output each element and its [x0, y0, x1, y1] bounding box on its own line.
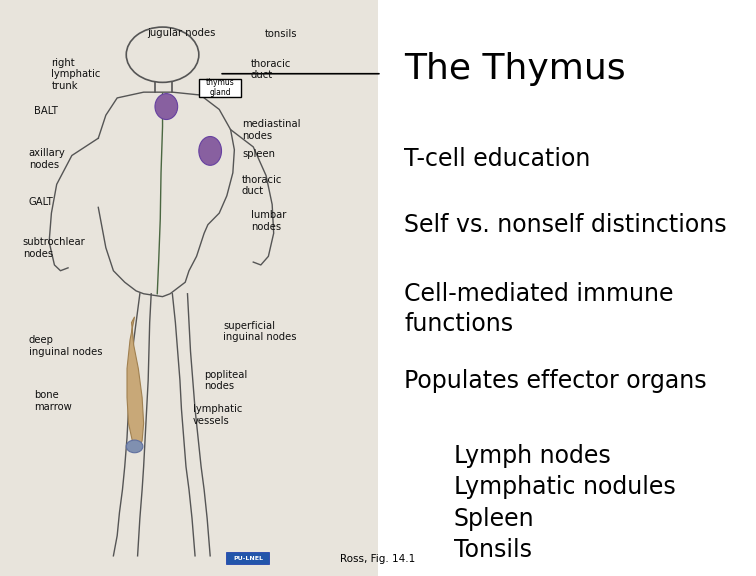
Text: bone
marrow: bone marrow — [34, 390, 72, 411]
Text: PU-LNEL: PU-LNEL — [233, 556, 263, 560]
Polygon shape — [127, 317, 144, 452]
Text: Ross, Fig. 14.1: Ross, Fig. 14.1 — [340, 554, 416, 564]
Text: deep
inguinal nodes: deep inguinal nodes — [29, 335, 102, 357]
Text: lymphatic
vessels: lymphatic vessels — [193, 404, 242, 426]
Text: thoracic
duct: thoracic duct — [242, 175, 282, 196]
Text: Lymph nodes
Lymphatic nodules
Spleen
Tonsils: Lymph nodes Lymphatic nodules Spleen Ton… — [454, 444, 675, 562]
Text: mediastinal
nodes: mediastinal nodes — [242, 119, 300, 141]
Ellipse shape — [199, 137, 222, 165]
Text: axillary
nodes: axillary nodes — [29, 148, 66, 170]
Text: thymus
gland: thymus gland — [206, 78, 234, 97]
Text: superficial
inguinal nodes: superficial inguinal nodes — [223, 321, 296, 342]
Text: thoracic
duct: thoracic duct — [251, 59, 291, 80]
Text: Cell-mediated immune
functions: Cell-mediated immune functions — [404, 282, 674, 336]
Text: GALT: GALT — [29, 197, 54, 207]
Ellipse shape — [126, 440, 143, 453]
Text: spleen: spleen — [242, 149, 275, 159]
Text: T-cell education: T-cell education — [404, 147, 591, 171]
Text: BALT: BALT — [34, 106, 58, 116]
Text: tonsils: tonsils — [265, 29, 297, 39]
Text: jugular nodes: jugular nodes — [147, 28, 215, 38]
Text: The Thymus: The Thymus — [404, 52, 626, 86]
Text: popliteal
nodes: popliteal nodes — [204, 370, 247, 392]
FancyBboxPatch shape — [199, 79, 241, 97]
FancyBboxPatch shape — [226, 552, 269, 564]
Text: lumbar
nodes: lumbar nodes — [251, 210, 287, 232]
Text: subtrochlear
nodes: subtrochlear nodes — [23, 237, 85, 259]
Text: Populates effector organs: Populates effector organs — [404, 369, 707, 393]
Text: Self vs. nonself distinctions: Self vs. nonself distinctions — [404, 213, 727, 237]
Bar — [0, 0, 378, 576]
Text: right
lymphatic
trunk: right lymphatic trunk — [51, 58, 101, 91]
Ellipse shape — [155, 94, 178, 120]
